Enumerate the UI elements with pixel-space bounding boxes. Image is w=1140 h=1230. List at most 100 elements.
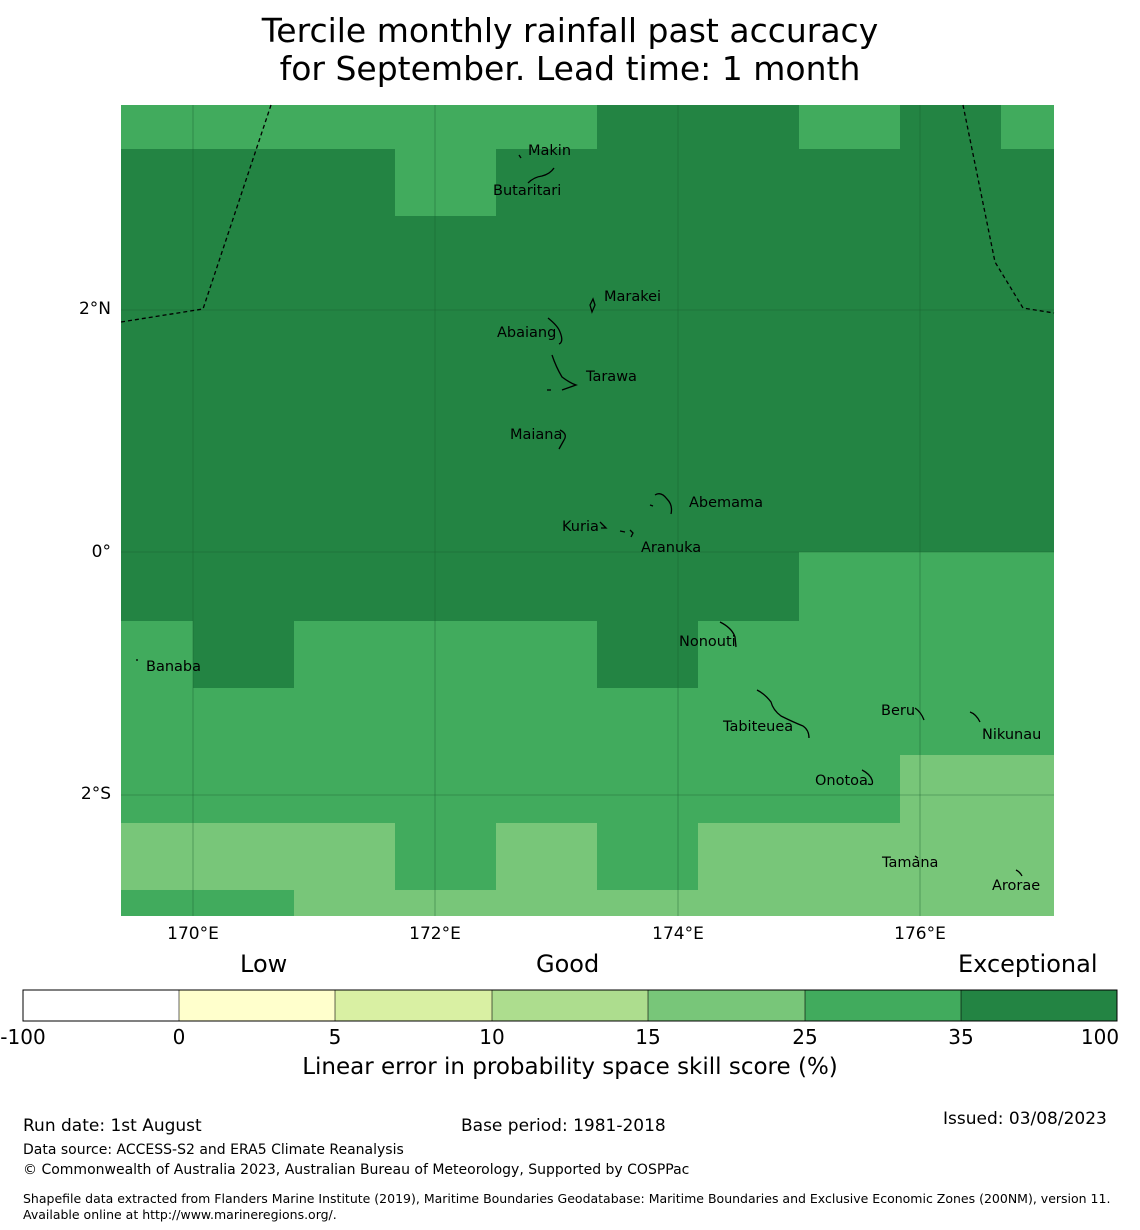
colorbar-word-exceptional: Exceptional: [958, 950, 1098, 978]
colorbar-tick: 0: [172, 1025, 186, 1049]
island-label: Beru: [881, 703, 915, 719]
island-label: Kuria: [562, 519, 599, 535]
grid-cell: [597, 621, 698, 688]
graticule: [121, 105, 1054, 916]
island-labels: Makin Butaritari Marakei Abaiang Tarawa …: [146, 143, 1041, 894]
run-date: Run date: 1st August: [23, 1116, 202, 1136]
lat-label-0: 0°: [91, 542, 111, 562]
copyright: © Commonwealth of Australia 2023, Austra…: [23, 1162, 690, 1178]
island-nonouti: [719, 621, 737, 648]
colorbar-word-good: Good: [536, 950, 600, 978]
lon-label-172e: 172°E: [409, 924, 461, 944]
grid-cell: [799, 105, 900, 149]
island-label: Maiana: [510, 427, 562, 443]
colorbar-tick: 35: [948, 1025, 974, 1049]
island-label: Aranuka: [641, 540, 701, 556]
grid-cell: [900, 688, 1054, 755]
island-label: Arorae: [992, 878, 1040, 894]
colorbar-segment: [23, 990, 179, 1021]
colorbar-tick: 15: [635, 1025, 661, 1049]
grid-cell: [395, 149, 496, 216]
island-tamana: [914, 855, 919, 859]
island-makin: [518, 154, 522, 159]
eez-boundaries: [120, 104, 1055, 323]
island-label: Tarawa: [585, 369, 637, 385]
island-kuria: [599, 521, 608, 529]
island-tarawa: [551, 354, 578, 391]
lat-label-2s: 2°S: [80, 784, 111, 804]
grid-cell: [121, 105, 597, 149]
map-title-line-2: for September. Lead time: 1 month: [279, 49, 861, 88]
lat-label-2n: 2°N: [78, 299, 111, 319]
data-source: Data source: ACCESS-S2 and ERA5 Climate …: [23, 1142, 404, 1158]
colorbar-word-low: Low: [240, 950, 288, 978]
colorbar-segment: [805, 990, 961, 1021]
colorbar-segment: [961, 990, 1117, 1021]
island-label: Tabiteuea: [722, 719, 793, 735]
grid-cell: [597, 105, 799, 149]
island-abemama: [654, 493, 673, 515]
lon-label-174e: 174°E: [652, 924, 704, 944]
island-butaritari: [527, 167, 555, 184]
colorbar-tick: 25: [792, 1025, 818, 1049]
grid-cell: [121, 149, 395, 216]
grid-cell: [597, 823, 698, 890]
island-maiana: [558, 429, 566, 450]
shapefile-credit: Shapefile data extracted from Flanders M…: [23, 1191, 1111, 1222]
colorbar-tick: 10: [479, 1025, 505, 1049]
grid-cell: [698, 621, 1054, 688]
grid-cell: [121, 890, 294, 916]
grid-cell: [121, 688, 900, 755]
island-outlines: [136, 154, 1023, 877]
colorbar-segment: [179, 990, 335, 1021]
island-tabiteuea: [756, 689, 810, 739]
grid-cell: [121, 621, 193, 688]
island-label: Nonouti: [679, 634, 736, 650]
colorbar-frame: [22, 989, 1118, 1022]
grid-cell: [1001, 105, 1054, 149]
eez-boundary-west: [120, 104, 272, 323]
colorbar-segment: [648, 990, 805, 1021]
grid-cell: [395, 823, 496, 890]
colorbar-segment: [492, 990, 648, 1021]
island-label: Marakei: [604, 289, 661, 305]
island-beru: [914, 707, 925, 721]
grid-cell: [294, 621, 597, 688]
grid-cell: [121, 755, 900, 823]
island-abaiang: [547, 317, 563, 345]
issued-date: Issued: 03/08/2023: [943, 1109, 1107, 1129]
grid-cell: [496, 823, 597, 890]
island-label: Banaba: [146, 659, 201, 675]
island-label: Butaritari: [493, 183, 561, 199]
lon-label-176e: 176°E: [894, 924, 946, 944]
lon-label-170e: 170°E: [167, 924, 219, 944]
island-aranuka: [619, 529, 634, 538]
grid-cell: [496, 149, 1054, 216]
map-title-line-1: Tercile monthly rainfall past accuracy: [261, 11, 879, 50]
island-label: Abemama: [689, 495, 763, 511]
colorbar-tick: 100: [1080, 1025, 1120, 1049]
grid-cell: [900, 105, 1001, 149]
grid-cell: [121, 823, 395, 890]
island-label: Onotoa: [815, 773, 868, 789]
colorbar-tick: -100: [0, 1025, 46, 1049]
island-abemama-islet: [649, 504, 654, 507]
island-label: Nikunau: [982, 727, 1041, 743]
colorbar-label: Linear error in probability space skill …: [302, 1054, 838, 1080]
eez-boundary-east: [962, 104, 1055, 314]
base-period: Base period: 1981-2018: [461, 1116, 666, 1136]
island-label: Makin: [528, 143, 571, 159]
colorbar-tick: 5: [328, 1025, 342, 1049]
skill-grid: [121, 105, 1054, 916]
grid-cell: [121, 216, 1054, 552]
island-label: Tamana: [881, 855, 938, 871]
grid-cell: [900, 755, 1054, 823]
island-onotoa: [861, 769, 874, 786]
island-nikunau: [969, 711, 981, 723]
island-arorae: [1015, 869, 1023, 877]
grid-cell: [698, 823, 1054, 890]
grid-cell: [294, 890, 1054, 916]
island-marakei: [589, 297, 596, 314]
island-label: Abaiang: [497, 325, 556, 341]
